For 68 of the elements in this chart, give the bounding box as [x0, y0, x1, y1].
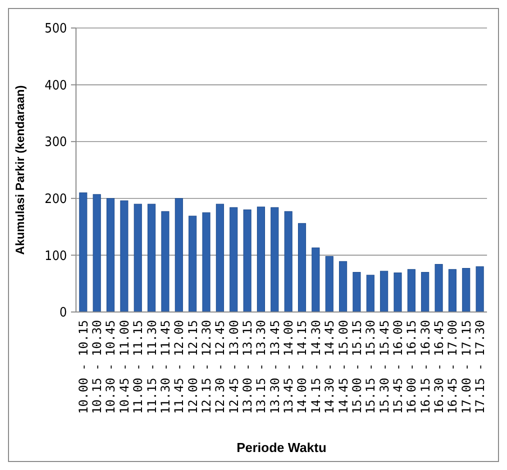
x-tick-label: 15.45 - 16.00 — [390, 320, 405, 414]
bar — [380, 270, 388, 312]
bar — [134, 204, 142, 312]
x-tick-label: 10.00 - 10.15 — [76, 320, 90, 414]
x-tick-label: 16.15 - 16.30 — [418, 320, 432, 414]
x-tick-label: 14.45 - 15.00 — [336, 320, 350, 414]
y-tick-label: 400 — [44, 78, 67, 94]
bar — [394, 272, 402, 312]
bar — [148, 204, 156, 312]
x-tick-label: 14.15 - 14.30 — [308, 320, 323, 414]
x-axis-title: Periode Waktu — [236, 440, 326, 455]
y-tick-label: 100 — [44, 248, 67, 264]
bar — [476, 266, 484, 312]
y-tick-label: 200 — [44, 192, 67, 207]
bar — [161, 211, 170, 312]
bar — [462, 268, 470, 312]
bar — [339, 261, 348, 312]
y-tick-label: 500 — [44, 22, 67, 37]
x-tick-label: 14.30 - 14.45 — [322, 320, 337, 414]
x-tick-label: 16.30 - 16.45 — [432, 320, 446, 414]
bar — [407, 269, 416, 312]
bar — [312, 248, 320, 312]
bar — [325, 256, 334, 312]
y-tick-label: 300 — [44, 135, 67, 150]
bar — [448, 269, 456, 312]
x-tick-label: 13.00 - 13.15 — [240, 320, 255, 414]
y-axis-title: Akumulasi Parkir (kendaraan) — [13, 85, 27, 255]
x-tick-label: 16.45 - 17.00 — [446, 320, 460, 414]
x-tick-label: 13.15 - 13.30 — [254, 320, 268, 414]
x-tick-label: 11.30 - 11.45 — [158, 320, 172, 414]
x-tick-label: 12.30 - 12.45 — [213, 320, 228, 414]
x-tick-label: 13.45 - 14.00 — [282, 320, 296, 414]
x-tick-label: 10.30 - 10.45 — [104, 320, 118, 414]
bar — [106, 198, 115, 312]
x-tick-label: 11.00 - 11.15 — [131, 320, 146, 414]
x-tick-label: 12.45 - 13.00 — [226, 320, 241, 414]
x-tick-label: 10.15 - 10.30 — [90, 320, 104, 414]
bar — [256, 206, 265, 312]
x-tick-label: 17.00 - 17.15 — [459, 320, 474, 414]
bar — [270, 207, 279, 312]
bar — [298, 223, 306, 312]
bar — [120, 200, 128, 312]
x-tick-label: 15.30 - 15.45 — [377, 320, 392, 414]
bar — [421, 272, 430, 312]
x-tick-label: 12.00 - 12.15 — [186, 320, 200, 414]
x-tick-label: 12.15 - 12.30 — [199, 320, 214, 414]
bar — [202, 212, 210, 312]
x-tick-label: 11.45 - 12.00 — [172, 320, 186, 414]
x-tick-label: 11.15 - 11.30 — [144, 320, 159, 414]
bar — [434, 264, 443, 312]
x-tick-label: 16.00 - 16.15 — [404, 320, 419, 414]
bar — [79, 192, 88, 312]
bar — [284, 211, 292, 312]
bar — [352, 272, 361, 312]
x-tick-label: 15.15 - 15.30 — [364, 320, 378, 414]
x-tick-label: 17.15 - 17.30 — [473, 320, 488, 414]
x-tick-label: 13.30 - 13.45 — [268, 320, 282, 414]
bar — [366, 274, 374, 312]
bar — [92, 194, 101, 312]
x-tick-label: 15.00 - 15.15 — [350, 320, 364, 414]
x-tick-label: 10.45 - 11.00 — [117, 320, 132, 414]
bar — [216, 204, 224, 312]
bar — [243, 210, 252, 312]
bar — [174, 198, 183, 312]
x-tick-label: 14.00 - 14.15 — [295, 320, 310, 414]
y-tick-label: 0 — [60, 306, 67, 321]
bar — [188, 216, 197, 312]
bar — [230, 207, 238, 312]
